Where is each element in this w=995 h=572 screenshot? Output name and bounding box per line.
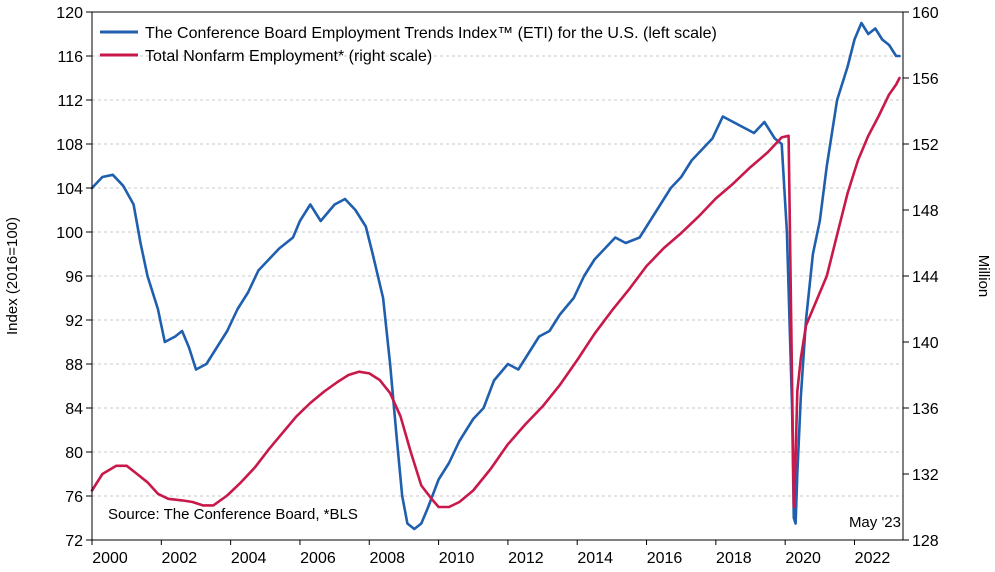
x-tick-label: 2000	[92, 550, 128, 567]
x-tick-label: 2006	[300, 550, 336, 567]
right-tick-label: 128	[912, 533, 939, 550]
left-tick-label: 96	[65, 269, 83, 286]
right-tick-label: 132	[912, 467, 939, 484]
right-axis-title: Million	[975, 255, 992, 298]
x-tick-label: 2012	[508, 550, 544, 567]
x-tick-label: 2010	[439, 550, 475, 567]
left-tick-label: 112	[57, 93, 83, 110]
left-tick-label: 84	[65, 401, 83, 418]
axes: 72 76 80 84 88 92 96 100 104 108 112 116 120 128 132 13…	[56, 5, 939, 567]
right-tick-label: 144	[912, 269, 939, 286]
left-tick-label: 76	[65, 489, 83, 506]
series-line-nonfarm	[90, 76, 901, 509]
left-tick-label: 88	[65, 357, 83, 374]
source-note: Source: The Conference Board, *BLS	[108, 506, 358, 523]
series-line-eti	[90, 21, 901, 531]
right-tick-label: 152	[912, 137, 939, 154]
legend-label-nonfarm: Total Nonfarm Employment* (right scale)	[145, 48, 432, 65]
right-tick-label: 148	[912, 203, 939, 220]
left-tick-label: 72	[65, 533, 83, 550]
x-tick-label: 2004	[231, 550, 267, 567]
x-tick-label: 2020	[785, 550, 821, 567]
left-tick-label: 120	[56, 5, 83, 22]
x-tick-label: 2022	[855, 550, 891, 567]
x-tick-label: 2002	[162, 550, 198, 567]
x-tick-label: 2016	[647, 550, 683, 567]
right-tick-label: 140	[912, 335, 939, 352]
left-tick-label: 100	[56, 225, 83, 242]
series-lines	[90, 21, 901, 531]
right-tick-label: 156	[912, 71, 939, 88]
left-tick-label: 104	[56, 181, 83, 198]
left-tick-label: 92	[65, 313, 83, 330]
left-axis-title: Index (2016=100)	[4, 217, 21, 335]
legend-label-eti: The Conference Board Employment Trends I…	[145, 25, 717, 42]
date-note: May '23	[849, 514, 901, 531]
left-tick-label: 116	[57, 49, 83, 66]
left-tick-label: 80	[65, 445, 83, 462]
legend: The Conference Board Employment Trends I…	[100, 25, 717, 65]
gridlines	[92, 55, 903, 497]
x-tick-label: 2014	[577, 550, 613, 567]
left-tick-label: 108	[56, 137, 83, 154]
right-tick-label: 136	[912, 401, 939, 418]
x-tick-label: 2008	[369, 550, 405, 567]
right-tick-label: 160	[912, 5, 939, 22]
x-tick-label: 2018	[716, 550, 752, 567]
